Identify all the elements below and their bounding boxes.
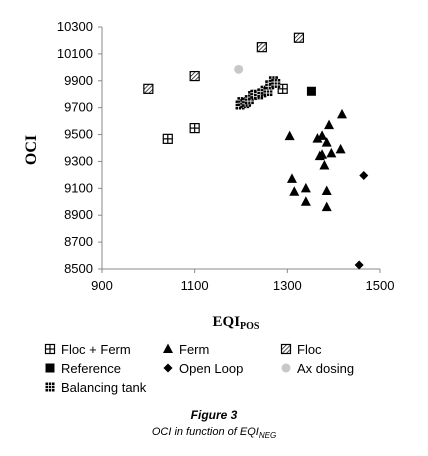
chart-axes: 8500 8700 8900 9100 9300 9500 9700 9900 10100 103… [57,19,395,293]
legend-label-floc: Floc [297,342,322,357]
legend-marker-balancing-tank [45,382,55,392]
data-point-floc [189,70,200,82]
y-tick-label: 9700 [64,100,93,115]
legend-item-reference: Reference [45,361,121,376]
data-point-ferm [319,159,330,170]
legend-item-open-loop: Open Loop [163,361,243,376]
x-axis-title-subscript: POS [240,321,260,332]
data-point-ferm [300,196,311,206]
x-tick-label: 900 [91,278,113,293]
y-tick-label: 8500 [64,261,93,276]
legend-label-reference: Reference [61,361,121,376]
y-tick-label: 8900 [64,207,93,222]
y-tick-label: 9300 [64,153,93,168]
data-point-floc-ferm [277,83,288,94]
legend-item-ferm: Ferm [163,342,209,357]
legend-label-ferm: Ferm [179,342,209,357]
legend-marker-floc [280,343,292,355]
data-point-open-loop [354,260,364,270]
scatter-chart: 8500 8700 8900 9100 9300 9500 9700 9900 10100 103… [23,19,395,395]
legend-marker-ax-dosing [281,363,291,373]
data-point-reference [306,86,316,96]
y-tick-label: 10300 [57,19,93,34]
legend-label-balancing-tank: Balancing tank [61,380,147,395]
data-point-ferm [300,182,311,193]
legend-label-ax-dosing: Ax dosing [297,361,354,376]
data-point-floc-ferm [189,123,200,134]
data-point-balancing-tank [271,78,281,88]
figure-caption-title: Figure 3 [190,408,238,422]
data-point-open-loop [359,171,369,181]
data-point-ferm [321,137,332,147]
chart-legend: Floc + Ferm Ferm Floc Reference Open Loop Ax … [44,342,354,395]
y-tick-label: 9500 [64,127,93,142]
legend-item-floc-ferm: Floc + Ferm [44,342,131,357]
figure-caption-subscript: NEG [258,431,277,441]
data-point-ferm [321,201,332,212]
data-point-ax-dosing [234,64,244,74]
y-tick-label: 9100 [64,180,93,195]
legend-marker-open-loop [163,363,173,373]
legend-marker-floc-ferm [44,343,56,355]
y-tick-label: 10100 [57,46,93,61]
legend-marker-reference [45,363,55,373]
data-point-floc [293,32,305,43]
data-point-ferm [324,119,335,130]
data-point-ferm [284,130,295,141]
data-point-ferm [312,133,323,143]
data-point-ferm [286,173,297,183]
data-point-ferm [337,108,348,119]
data-point-ferm [335,143,346,154]
y-axis-title: OCI [23,135,40,165]
data-point-floc [256,42,267,53]
x-tick-label: 1300 [273,278,302,293]
data-point-floc [143,83,154,94]
legend-marker-ferm [163,343,173,353]
figure-caption-text: OCI in function of EQI [151,426,259,438]
legend-item-balancing-tank: Balancing tank [45,380,147,395]
chart-marks [143,32,369,270]
x-axis-title: EQIPOS [213,314,260,332]
x-tick-label: 1100 [181,278,209,293]
legend-item-floc: Floc [280,342,322,357]
legend-label-open-loop: Open Loop [179,361,243,376]
data-point-ferm [317,149,328,159]
legend-label-floc-ferm: Floc + Ferm [61,342,131,357]
data-point-ferm [321,185,332,196]
y-tick-label: 8700 [64,234,93,249]
legend-item-ax-dosing: Ax dosing [281,361,354,376]
figure-caption: OCI in function of EQINEG [0,426,428,440]
data-point-ferm [289,186,300,196]
y-tick-label: 9900 [64,73,93,88]
data-point-floc-ferm [162,133,173,144]
data-point-ferm [317,130,328,140]
x-axis-title-main: EQI [213,314,241,330]
data-point-ferm [326,147,337,158]
x-tick-label: 1500 [366,278,395,293]
